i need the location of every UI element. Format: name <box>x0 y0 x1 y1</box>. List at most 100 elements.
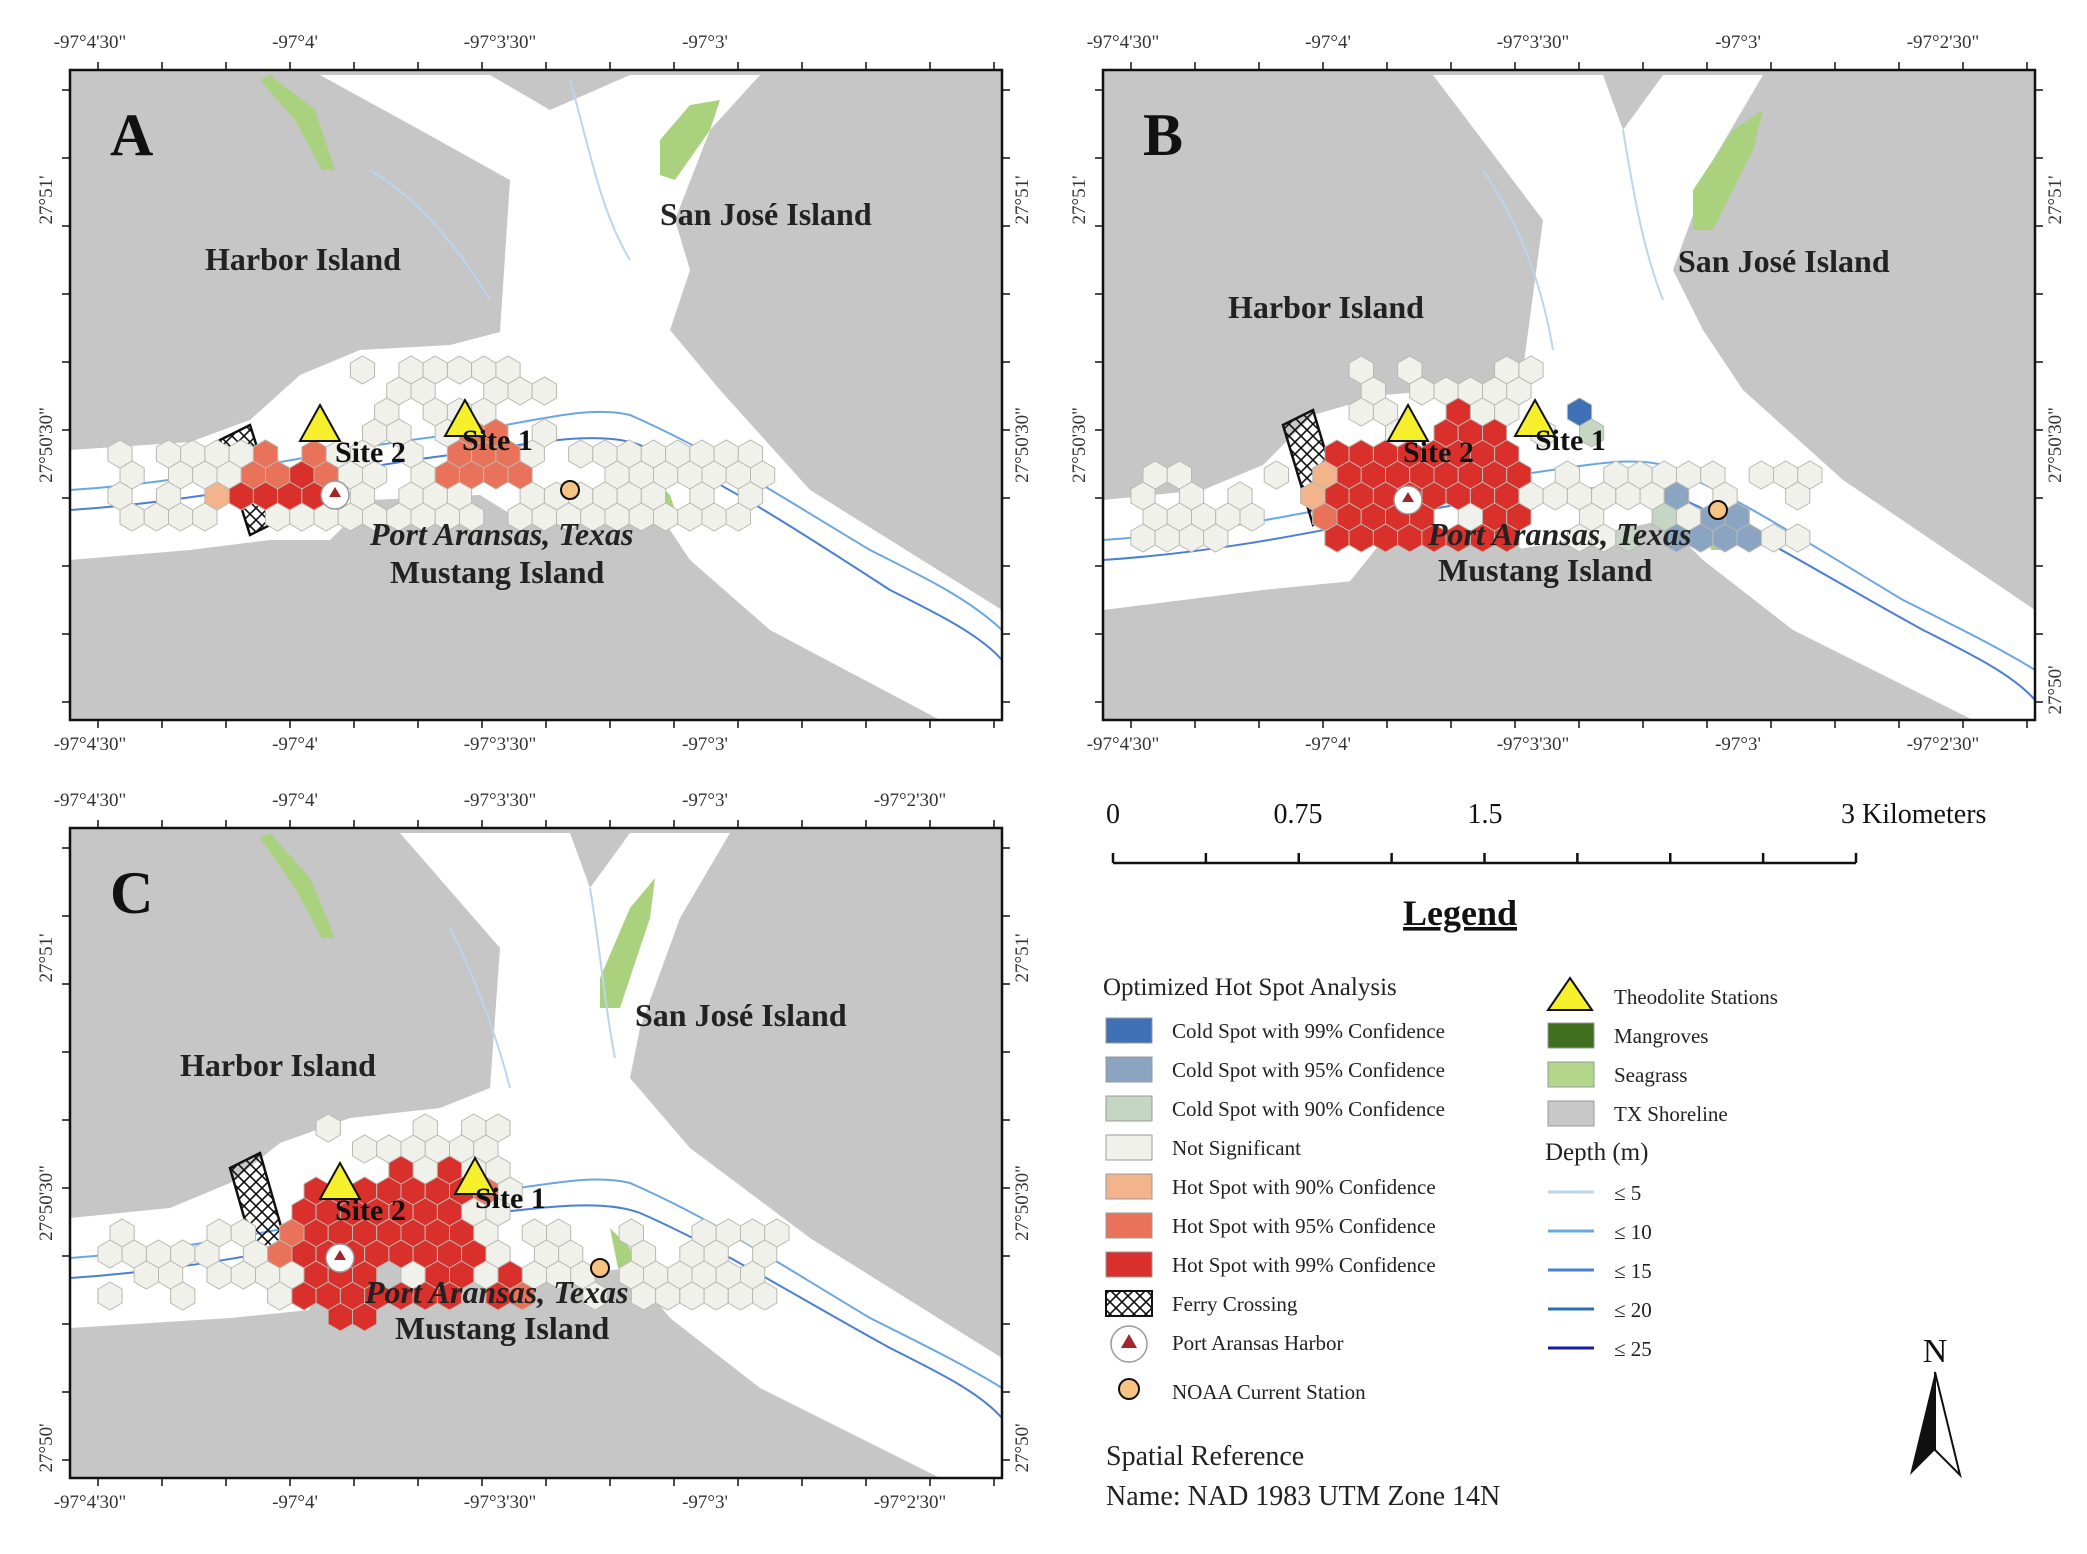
site-1-label: Site 1 <box>1535 424 1606 457</box>
bottom-tick-label: -97°3'30" <box>464 734 537 755</box>
hotspot-title: Optimized Hot Spot Analysis <box>1103 974 1397 1001</box>
scale-label: 1.5 <box>1468 799 1503 830</box>
legend-swatch <box>1105 1251 1153 1278</box>
bottom-tick-label: -97°4' <box>1305 734 1351 755</box>
panel-b <box>1103 70 2035 720</box>
hex-cell <box>1785 481 1811 511</box>
top-tick-label: -97°4' <box>272 32 318 53</box>
bottom-tick-label: -97°3' <box>1715 734 1761 755</box>
site-2-label: Site 2 <box>1403 436 1474 469</box>
theodolite-station-icon <box>318 1160 362 1200</box>
left-tick-label: 27°50'30" <box>36 407 57 483</box>
panel-letter: C <box>110 860 153 926</box>
harbor-icon <box>1110 1325 1148 1363</box>
panel-c <box>70 828 1002 1478</box>
site-1-label: Site 1 <box>462 424 533 457</box>
hex-cell <box>725 502 751 532</box>
right-tick-label: 27°50'30" <box>1012 1165 1033 1241</box>
theodolite-station-icon <box>1513 397 1557 437</box>
theodolite-station-icon <box>453 1155 497 1195</box>
hex-cell <box>1482 418 1508 448</box>
bottom-tick-label: -97°4'30" <box>1087 734 1160 755</box>
right-tick-label: 27°51' <box>1012 175 1033 224</box>
left-tick-label: 27°50' <box>36 1423 57 1472</box>
panel-letter: A <box>110 102 153 168</box>
harbor-island-label: Harbor Island <box>1228 289 1424 325</box>
port-aransas-label: Port Aransas, Texas <box>364 1274 628 1310</box>
right-tick-label: 27°51' <box>1012 933 1033 982</box>
seagrass-patch <box>600 878 655 1008</box>
hex-cell <box>461 1239 487 1269</box>
theodolite-station-icon <box>1546 976 1594 1011</box>
mustang-island-label: Mustang Island <box>395 1310 610 1346</box>
bottom-tick-label: -97°3'30" <box>464 1492 537 1513</box>
legend-label: Cold Spot with 95% Confidence <box>1172 1058 1445 1082</box>
hex-cell <box>459 502 485 532</box>
hotspot-grid <box>107 355 776 532</box>
legend-swatch <box>1547 1100 1595 1127</box>
panel-frame <box>1101 68 2037 722</box>
bottom-tick-label: -97°4'30" <box>54 1492 127 1513</box>
legend-swatch <box>1105 1056 1153 1083</box>
top-tick-label: -97°3' <box>682 32 728 53</box>
scale-bar: 0 0.75 1.5 3 Kilometers <box>1106 799 1986 865</box>
legend-label: Hot Spot with 95% Confidence <box>1172 1214 1436 1238</box>
mustang-island-label: Mustang Island <box>390 554 605 590</box>
noaa-station-icon <box>1708 500 1728 520</box>
hex-cell <box>349 355 376 385</box>
legend-label: NOAA Current Station <box>1172 1380 1366 1404</box>
north-label: N <box>1923 1333 1948 1370</box>
hotspot-grid <box>97 1113 790 1332</box>
depth-contour <box>369 79 631 301</box>
hex-cell <box>752 1281 778 1311</box>
harbor-island-label: Harbor Island <box>205 241 401 277</box>
top-tick-label: -97°2'30" <box>874 790 947 811</box>
depth-title: Depth (m) <box>1545 1139 1648 1166</box>
spatial-reference-title: Spatial Reference <box>1106 1441 1304 1472</box>
legend-label: Cold Spot with 99% Confidence <box>1172 1019 1445 1043</box>
legend-label: Theodolite Stations <box>1614 985 1778 1009</box>
top-tick-label: -97°3'30" <box>1497 32 1570 53</box>
top-tick-label: -97°3'30" <box>464 790 537 811</box>
scale-label: 0.75 <box>1274 799 1323 830</box>
hex-cell <box>1736 523 1762 553</box>
hex-cell <box>1494 523 1520 553</box>
depth-contour <box>1482 129 1664 351</box>
theodolite-station-icon <box>1386 402 1430 442</box>
legend-label: ≤ 10 <box>1614 1220 1652 1244</box>
scale-label: 3 Kilometers <box>1841 799 1986 830</box>
port-land <box>1323 535 1563 618</box>
legend-swatch <box>1105 1134 1153 1161</box>
legend-label: ≤ 5 <box>1614 1181 1641 1205</box>
bottom-tick-label: -97°4' <box>272 734 318 755</box>
hex-cell <box>1263 460 1289 490</box>
right-tick-label: 27°50' <box>1012 1423 1033 1472</box>
depth-contour <box>449 887 616 1089</box>
legend-label: Cold Spot with 90% Confidence <box>1172 1097 1445 1121</box>
port-aransas-label: Port Aransas, Texas <box>1427 516 1691 552</box>
legend-swatch <box>1105 1095 1153 1122</box>
right-tick-label: 27°50' <box>2045 665 2066 714</box>
hex-cell <box>388 1155 414 1185</box>
hex-cell <box>1615 523 1641 553</box>
hex-cell <box>1651 502 1677 532</box>
panel-overlay: -97°4'30" -97°4' -97°3'30" -97°3' -97°4'30" -… <box>36 32 1033 755</box>
legend-label: TX Shoreline <box>1614 1102 1728 1126</box>
hex-cell <box>1239 502 1265 532</box>
top-tick-label: -97°4'30" <box>54 790 127 811</box>
top-tick-label: -97°3' <box>1715 32 1761 53</box>
top-tick-label: -97°4'30" <box>1087 32 1160 53</box>
top-tick-label: -97°3'30" <box>464 32 537 53</box>
hex-cell <box>1785 523 1811 553</box>
left-tick-label: 27°50'30" <box>36 1165 57 1241</box>
port-aransas-label: Port Aransas, Texas <box>369 516 633 552</box>
hex-cell <box>252 439 279 469</box>
hex-cell <box>352 1302 378 1332</box>
seagrass-patch <box>260 75 335 170</box>
legend-label: Seagrass <box>1614 1063 1687 1087</box>
legend-label: ≤ 25 <box>1614 1337 1652 1361</box>
left-tick-label: 27°51' <box>36 933 57 982</box>
seagrass-patch <box>1693 110 1763 230</box>
panel-frame <box>68 68 1004 722</box>
depth-contour <box>70 410 1002 631</box>
